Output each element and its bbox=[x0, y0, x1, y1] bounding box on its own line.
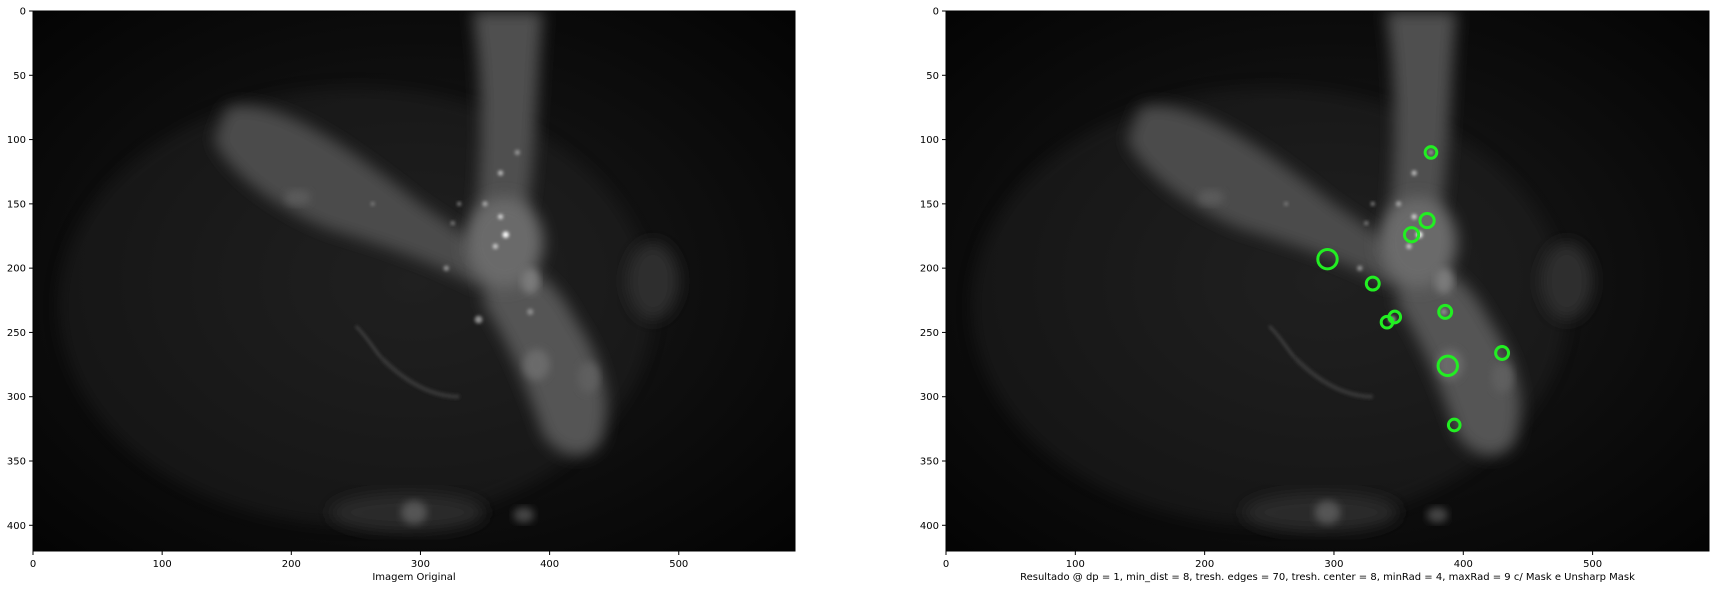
x-tick-label: 100 bbox=[1066, 559, 1085, 570]
right-axes-frame bbox=[945, 10, 1710, 552]
x-tick-label: 300 bbox=[411, 559, 430, 570]
x-tick-label: 400 bbox=[1454, 559, 1473, 570]
x-tick-label: 0 bbox=[943, 559, 949, 570]
y-tick-label: 250 bbox=[920, 328, 939, 339]
y-tick-label: 400 bbox=[7, 521, 26, 532]
right-microscopy-image bbox=[946, 11, 1709, 551]
detected-circle bbox=[1364, 275, 1381, 292]
y-tick-label: 50 bbox=[13, 71, 26, 82]
x-tick-label: 300 bbox=[1324, 559, 1343, 570]
y-tick-label: 150 bbox=[920, 199, 939, 210]
x-tick-label: 200 bbox=[1195, 559, 1214, 570]
y-tick-label: 200 bbox=[920, 264, 939, 275]
detected-circle bbox=[1494, 345, 1511, 361]
x-tick-label: 200 bbox=[282, 559, 301, 570]
detected-circle bbox=[1446, 417, 1462, 433]
left-xlabel: Imagem Original bbox=[372, 572, 455, 583]
detected-circle bbox=[1437, 303, 1454, 320]
y-tick-label: 0 bbox=[933, 7, 939, 18]
x-tick-label: 400 bbox=[540, 559, 559, 570]
right-xlabel: Resultado @ dp = 1, min_dist = 8, tresh.… bbox=[1020, 572, 1635, 583]
detected-circle bbox=[1436, 354, 1459, 378]
y-tick-label: 300 bbox=[7, 392, 26, 403]
x-tick-label: 500 bbox=[669, 559, 688, 570]
x-tick-label: 100 bbox=[153, 559, 172, 570]
left-axes-frame bbox=[32, 10, 796, 552]
left-image-panel: 0 100 200 300 400 500 0 50 100 150 200 250 300 350 400… bbox=[7, 7, 796, 583]
detected-circle bbox=[1379, 314, 1395, 330]
detected-circle bbox=[1316, 247, 1339, 271]
y-tick-label: 200 bbox=[7, 264, 26, 275]
detected-circle bbox=[1423, 145, 1439, 160]
x-tick-label: 500 bbox=[1583, 559, 1602, 570]
y-tick-label: 100 bbox=[920, 135, 939, 146]
y-tick-label: 150 bbox=[7, 199, 26, 210]
y-tick-label: 0 bbox=[20, 7, 26, 18]
y-tick-label: 400 bbox=[920, 521, 939, 532]
y-tick-label: 100 bbox=[7, 135, 26, 146]
right-image-panel: 0 100 200 300 400 500 0 50 100 150 200 250 300 350 400… bbox=[920, 7, 1710, 583]
y-tick-label: 350 bbox=[920, 457, 939, 468]
y-tick-label: 250 bbox=[7, 328, 26, 339]
y-tick-label: 300 bbox=[920, 392, 939, 403]
x-tick-label: 0 bbox=[30, 559, 36, 570]
y-tick-label: 350 bbox=[7, 457, 26, 468]
y-tick-label: 50 bbox=[926, 71, 939, 82]
detected-circle bbox=[1418, 211, 1436, 230]
detected-circle bbox=[1402, 226, 1421, 244]
left-microscopy-image bbox=[33, 11, 795, 551]
